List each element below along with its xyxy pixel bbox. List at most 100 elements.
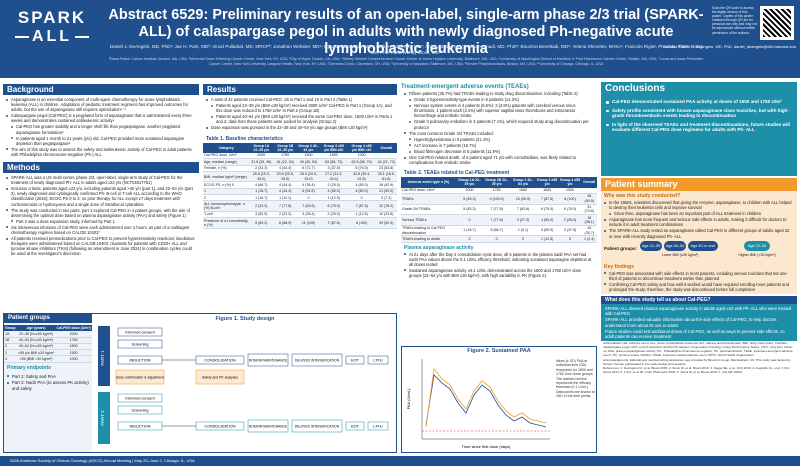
t1-cell: Presence of ≥1 comorbidity, n (%)	[203, 217, 250, 229]
t1-cell: 2 (33.3)	[249, 165, 274, 172]
t2-cell: 5 (83.3)	[455, 193, 483, 205]
patient-groups-box: Patient groups Group Age (years) Cal-PEG d…	[4, 314, 92, 452]
teae-item: Fifteen patients (35.7%) had TRAEs leadi…	[404, 91, 594, 96]
t1-header-cell: Group 1A 22–39 y/o	[249, 142, 274, 153]
abbreviations: Abbreviations: AE, adverse event; ALL, a…	[603, 341, 793, 357]
t1-cell: 1500	[319, 152, 348, 160]
background-heading: Background	[3, 84, 199, 95]
t1-cell: 1000	[347, 152, 376, 160]
key-item: Cal-PEG was associated with side effects…	[604, 271, 794, 281]
t2-header-cell: Group 2 40–64 y/o	[510, 177, 536, 188]
t1-cell: 43.8 (30.4, 61.8)	[347, 171, 376, 183]
t2-cell: 0	[455, 214, 483, 226]
t2-cell: 16 (38.1)	[581, 214, 597, 226]
t1-cell: 23 (54.8)	[375, 165, 397, 172]
pg-cell: 1000	[55, 355, 92, 363]
induction-label-1: INDUCTION	[129, 359, 150, 363]
t1-cell: 25.8 (19.3, 39.0)	[249, 171, 274, 183]
pg-cell: 2000	[55, 331, 92, 338]
table-row: TRAEs leading to Cal-PEG discontinuation…	[401, 225, 597, 237]
table-row: 1B 40–54 (N=≥30 kg/m²) 1750	[4, 337, 92, 344]
t1-cell: 1 (16.7)	[249, 188, 274, 196]
figure-2: Figure 2. Sustained PAA Time since first…	[401, 346, 597, 453]
t1-cell: 3 (37.5)	[319, 165, 348, 172]
part-1-label: PART 1	[100, 350, 105, 366]
what-does-item: SPARK-ALL showed plasma asparaginase act…	[605, 306, 792, 317]
t1-cell: 2 (25.0)	[319, 181, 348, 189]
teae-item: Grade 3 pulmonary embolism in 3 patients…	[404, 119, 594, 130]
table-row: 1A 22–39 (N=≥30 kg/m²) 2000	[4, 331, 92, 338]
teae-body: Fifteen patients (35.7%) had TRAEs leadi…	[401, 91, 597, 168]
pg-cell: 40–64 (N=≥30 kg/m²)	[16, 343, 56, 351]
eot-box-2	[345, 421, 365, 431]
t1-cell: 11 (100)	[297, 217, 320, 229]
t2-cell: 2 (25.0)	[558, 214, 582, 226]
t1-cell: 5 (83.3)	[249, 217, 274, 229]
informed-consent-box-1	[117, 327, 163, 337]
t1-cell: 1 (12.5)	[319, 194, 348, 202]
t1-cell: 2 (33.3)	[249, 200, 274, 212]
primary-endpoints-body: Part 1: Safety and PAA Part 2: Nadir PAA…	[4, 372, 92, 394]
screening-label-1: Screening	[131, 343, 148, 347]
t2-header-cell: Group 4 ≥55 y/o	[558, 177, 582, 188]
t1-cell: 1 (11.1)	[273, 194, 298, 202]
table-row: TRAEs 5 (83.3) 9 (100.0) 10 (90.9) 7 (87.5) 8…	[401, 193, 597, 205]
methods-item: Part 2 was a dose expansion study, infor…	[6, 219, 196, 224]
t1-cell: 1500	[297, 152, 320, 160]
left-column: Background Asparaginase is an essential …	[3, 84, 199, 259]
y-axis-label: PAA (U/mL)	[406, 388, 411, 409]
t2-cell: 1 (9.1)	[510, 225, 536, 237]
t2-cell: 5 (83.3)	[455, 204, 483, 216]
t1-cell: 4 (44.4)	[273, 165, 298, 172]
t1-cell: 2000	[249, 152, 274, 160]
interim-label-1: INTERIM MAINTENANCE	[249, 359, 288, 363]
t1-cell: 4 (44.4)	[273, 181, 298, 189]
table-2-title: Table 2. TEAEs related to Cal-PEG treatm…	[404, 170, 510, 177]
figure-1-title: Figure 1. Study design	[215, 316, 275, 322]
pg-cell: >55 (BMI <30 kg/m²)	[16, 355, 56, 363]
paa-series-1500	[425, 374, 547, 428]
conclusion-item: Cal-PEG demonstrated sustained PAA activ…	[606, 99, 792, 105]
pg-cell: >55 y/o BMI ≥30 kg/m²	[16, 349, 56, 357]
t1-cell: 0	[347, 194, 376, 202]
groups-label: Patient groups:	[604, 245, 638, 251]
t1-cell: 8 (88.9)	[273, 217, 298, 229]
t1-cell: 7 (87.5)	[319, 217, 348, 229]
t1-cell: 4 (36.4)	[297, 181, 320, 189]
t2-cell: 0	[455, 235, 483, 243]
t2-cell: 10 (90.9)	[510, 193, 536, 205]
pg-cell: 40–54 (N=≥30 kg/m²)	[16, 337, 56, 344]
acknowledgments: Acknowledgments: Editorial and medical w…	[603, 357, 791, 366]
pg-cell: 1B	[4, 337, 17, 344]
why-item: Asparaginase has more frequent and serio…	[604, 217, 794, 227]
delayed-label-1: DELAYED INTENSIFICATION	[295, 359, 340, 363]
teae-column: Treatment-emergent adverse events (TEAEs…	[401, 84, 597, 281]
t2-cell: 1 (12.5)	[535, 235, 559, 243]
interim-label-2: INTERIM MAINTENANCE	[249, 425, 288, 429]
informed-consent-label-1: Informed consent	[125, 331, 155, 335]
t2-cell: 4 (50.0)	[535, 225, 559, 237]
part-2-label: PART 2	[100, 410, 105, 426]
conclusions-heading: Conclusions	[601, 82, 797, 96]
t1-cell: 4 (50.0)	[319, 188, 348, 196]
t1-cell: 7 (77.8)	[273, 200, 298, 212]
t2-cell: TRAEs leading to Cal-PEG discontinuation	[401, 225, 456, 237]
table-row: Cal-PEG dose, U/m² 2000 1750 1500 1500 1000	[401, 187, 597, 194]
pg-cell: 1500	[55, 343, 92, 351]
table-row: BMI, median kg/m² (range) 25.8 (19.3, 39.…	[203, 171, 397, 183]
t1-header-cell: Group 1B 22–39 y/o	[273, 142, 298, 153]
t1-cell: 1	[203, 188, 250, 196]
teae-item: The most common Grade 3/4 TRAEs included…	[404, 131, 594, 136]
t1-cell: 20.9 (20.5, 25.5)	[273, 171, 298, 183]
consolidation-box-2	[195, 421, 245, 431]
patient-summary-box: Why was this study conducted? In the 196…	[601, 191, 797, 295]
qr-code-icon[interactable]	[760, 6, 794, 40]
t1-cell: 62.5 (56, 70)	[347, 158, 376, 166]
ltfu-box-2	[367, 421, 389, 431]
key-findings-heading: Key findings	[604, 263, 635, 270]
age-40-54-pill: Age 40–54	[664, 240, 686, 251]
table-row: T-cell 3 (50.0) 2 (22.2) 4 (36.4) 2 (25.0) 1 …	[203, 211, 397, 219]
methods-item: SPARK-ALL was a US multi-center, phase 2…	[6, 175, 196, 185]
background-item: Calaspargase pegol (Cal-PEG) is a pegyla…	[6, 113, 196, 123]
